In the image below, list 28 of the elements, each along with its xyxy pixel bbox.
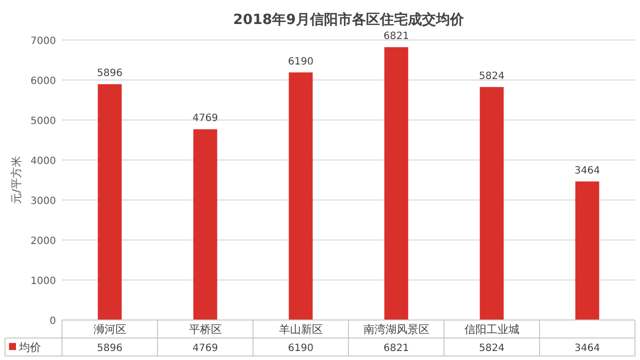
data-label: 5896 [97, 68, 122, 80]
text: 4769 [192, 343, 218, 354]
text: 5824 [479, 343, 504, 354]
text: 5896 [97, 343, 122, 354]
text: 6821 [384, 343, 409, 354]
x-tick-label: 平桥区 [188, 323, 222, 336]
data-label: 6190 [288, 56, 314, 68]
y-tick-label: 5000 [30, 116, 56, 127]
y-axis-title: 元/平方米 [10, 156, 23, 204]
text: 3464 [574, 343, 600, 354]
y-tick-label: 6000 [30, 76, 56, 87]
data-label: 3464 [574, 165, 600, 176]
x-tick-label: 南湾湖风景区 [363, 323, 430, 336]
data-label: 5824 [479, 71, 504, 82]
y-tick-label: 7000 [30, 36, 56, 47]
chart-title: 2018年9月信阳市各区住宅成交均价 [233, 11, 465, 28]
y-tick-label: 1000 [30, 276, 56, 287]
x-tick-label: 信阳工业城 [464, 323, 520, 336]
data-label: 6821 [384, 31, 409, 42]
x-tick-label: 浉河区 [93, 323, 126, 336]
text: 6190 [288, 343, 314, 354]
y-tick-label: 0 [50, 316, 56, 327]
data-label: 4769 [192, 113, 218, 124]
x-tick-label: 羊山新区 [278, 323, 323, 336]
legend-label: 均价 [18, 341, 41, 354]
y-tick-label: 4000 [30, 156, 56, 167]
y-tick-label: 2000 [30, 236, 56, 247]
y-tick-label: 3000 [30, 196, 56, 207]
